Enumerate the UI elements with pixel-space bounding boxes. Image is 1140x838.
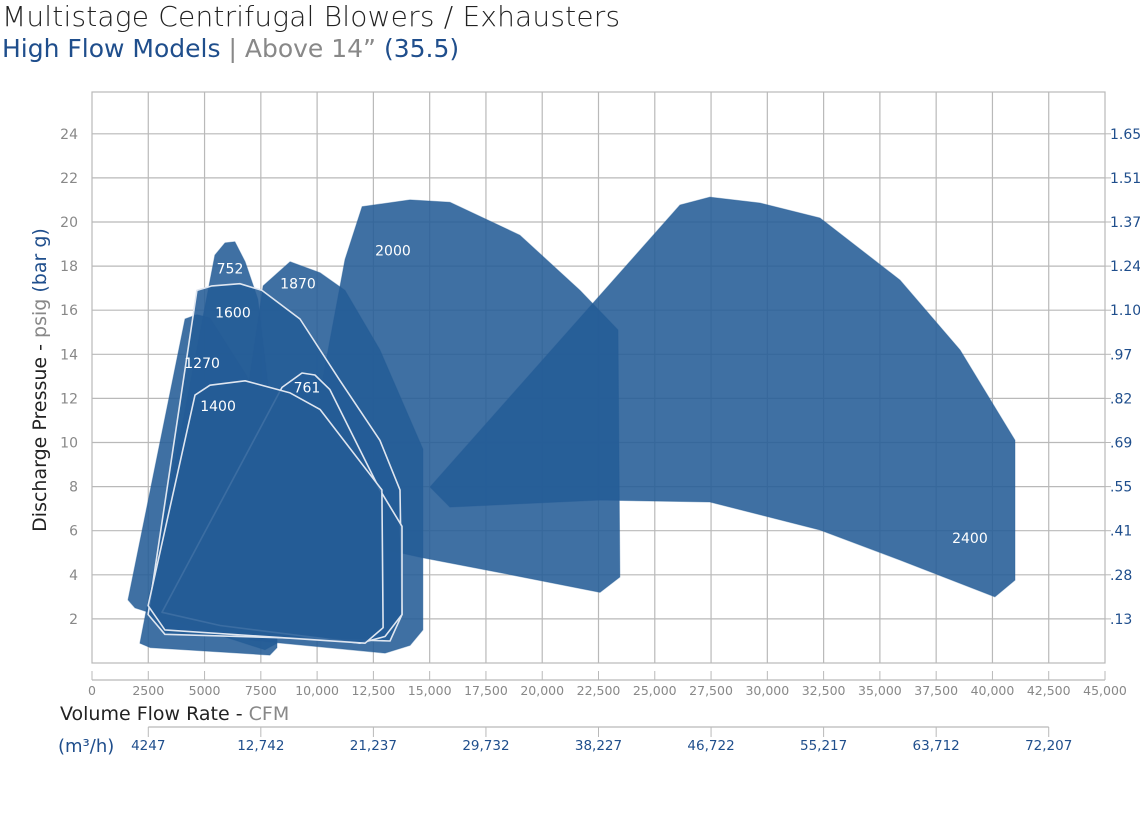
y-tick-label: 8 — [69, 480, 78, 496]
model-label-761: 761 — [294, 380, 321, 396]
x-tick-label: 17,500 — [464, 683, 508, 698]
x-tick-label: 42,500 — [1027, 683, 1071, 698]
envelope-1400 — [147, 379, 384, 645]
performance-envelopes — [127, 196, 1016, 656]
y2-tick-label: .28 — [1110, 568, 1132, 584]
x2-tick-label: 72,207 — [1025, 738, 1072, 754]
x2-tick-label: 4247 — [131, 738, 165, 754]
x-tick-label: 2500 — [132, 683, 164, 698]
y2-tick-label: 1.10 — [1110, 303, 1140, 319]
model-label-1400: 1400 — [200, 399, 236, 415]
x-tick-label: 22,500 — [577, 683, 621, 698]
y2-tick-label: .69 — [1110, 436, 1132, 452]
x2-tick-label: 63,712 — [913, 738, 960, 754]
y2-tick-label: 1.65 — [1110, 127, 1140, 143]
y-tick-label: 22 — [60, 171, 78, 187]
y-tick-label: 24 — [60, 127, 78, 143]
model-label-1270: 1270 — [184, 356, 220, 372]
x-tick-label: 37,500 — [914, 683, 958, 698]
y-tick-label: 20 — [60, 215, 78, 231]
x-tick-label: 40,000 — [971, 683, 1015, 698]
subtitle-separator: | — [228, 34, 237, 63]
x-tick-label: 5000 — [189, 683, 221, 698]
x2-tick-label: 29,732 — [462, 738, 509, 754]
y2-tick-label: .82 — [1110, 391, 1132, 407]
y-tick-label: 2 — [69, 612, 78, 628]
model-labels: 2400 2000 1870 752 1270 1600 761 1400 — [184, 244, 987, 547]
x-tick-label: 32,500 — [802, 683, 846, 698]
x-tick-label: 12,500 — [352, 683, 396, 698]
x-tick-label: 7500 — [245, 683, 277, 698]
x-tick-label: 0 — [88, 683, 96, 698]
subtitle-models: High Flow Models — [2, 34, 221, 63]
x-tick-label: 15,000 — [408, 683, 452, 698]
model-label-1870: 1870 — [280, 277, 316, 293]
x2-axis-label: (m³/h) — [58, 736, 114, 757]
model-label-1600: 1600 — [215, 305, 251, 321]
chart-subtitle: High Flow Models | Above 14” (35.5) — [2, 34, 459, 63]
y-tick-label: 12 — [60, 391, 78, 407]
x-tick-label: 30,000 — [745, 683, 789, 698]
y2-tick-label: .55 — [1110, 480, 1132, 496]
x2-tick-label: 55,217 — [800, 738, 847, 754]
x-tick-label: 27,500 — [689, 683, 733, 698]
x2-tick-label: 46,722 — [687, 738, 734, 754]
y2-tick-label: .97 — [1110, 347, 1132, 363]
x2-tick-label: 12,742 — [237, 738, 284, 754]
y-tick-label: 10 — [60, 436, 78, 452]
x2-tick-label: 38,227 — [575, 738, 622, 754]
y-tick-label: 14 — [60, 347, 78, 363]
y-tick-label: 16 — [60, 303, 78, 319]
x-tick-label: 45,000 — [1083, 683, 1127, 698]
y-tick-label: 6 — [69, 524, 78, 540]
y-tick-label: 18 — [60, 259, 78, 275]
y2-tick-label: 1.51 — [1110, 171, 1140, 187]
x2-tick-label: 21,237 — [350, 738, 397, 754]
x-tick-label: 35,000 — [858, 683, 902, 698]
y2-tick-label: .13 — [1110, 612, 1132, 628]
axes: 2 .13 4 .28 6 .41 8 .55 10 .69 12 .82 14 .97 16 1.10 18 1… — [60, 127, 1140, 754]
subtitle-size: Above 14” — [244, 34, 377, 63]
x-tick-label: 10,000 — [295, 683, 339, 698]
x-tick-label: 25,000 — [633, 683, 677, 698]
y2-tick-label: 1.37 — [1110, 215, 1140, 231]
model-label-2000: 2000 — [375, 244, 411, 260]
x-axis-label: Volume Flow Rate - CFM — [60, 703, 289, 725]
y-axis-label: Discharge Pressue - psig (bar g) — [29, 228, 51, 532]
subtitle-size-metric: (35.5) — [383, 34, 460, 63]
chart-title: Multistage Centrifugal Blowers / Exhaust… — [2, 0, 621, 33]
model-label-2400: 2400 — [952, 531, 988, 547]
y2-tick-label: 1.24 — [1110, 259, 1140, 275]
y-tick-label: 4 — [69, 568, 78, 584]
model-label-752: 752 — [217, 261, 244, 277]
y2-tick-label: .41 — [1110, 524, 1132, 540]
x-tick-label: 20,000 — [520, 683, 564, 698]
